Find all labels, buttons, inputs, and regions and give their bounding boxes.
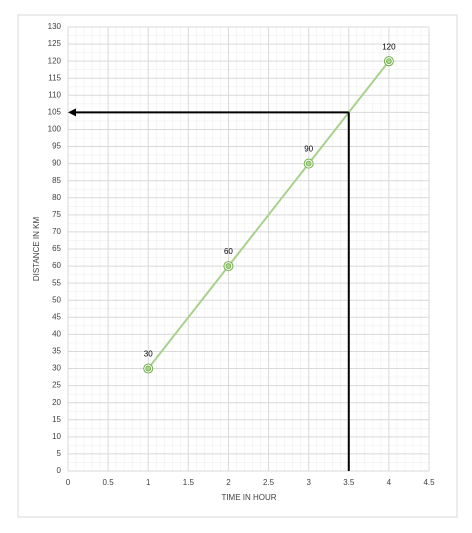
y-tick-label: 85 [52, 176, 61, 185]
y-tick-label: 50 [52, 295, 61, 304]
y-axis-label: DISTANCE IN KM [32, 217, 41, 282]
x-tick-label: 0.5 [103, 478, 115, 487]
grid [67, 26, 430, 472]
marker-core [225, 263, 232, 269]
y-tick-label: 130 [48, 22, 62, 31]
x-tick-label: 3 [306, 478, 311, 487]
y-tick-label: 35 [52, 347, 61, 356]
x-tick-label: 4.5 [423, 478, 435, 487]
y-tick-label: 0 [57, 466, 62, 475]
y-tick-label: 15 [52, 415, 61, 424]
data-label: 120 [382, 42, 396, 51]
x-tick-label: 4 [387, 478, 392, 487]
y-tick-label: 100 [48, 125, 62, 134]
marker-core [385, 58, 392, 65]
y-tick-label: 80 [52, 193, 61, 202]
y-tick-label: 95 [52, 142, 61, 151]
y-tick-label: 20 [52, 398, 61, 407]
y-tick-label: 45 [52, 312, 61, 321]
series-line [147, 60, 390, 370]
y-tick-label: 75 [52, 210, 61, 219]
y-tick-label: 70 [52, 227, 61, 236]
x-tick-label: 2 [226, 478, 231, 487]
y-tick-label: 40 [52, 329, 61, 338]
x-tick-label: 1 [146, 478, 151, 487]
data-label: 90 [304, 145, 313, 154]
y-tick-label: 65 [52, 244, 61, 253]
arrow-head [68, 108, 76, 117]
y-tick-label: 30 [52, 364, 61, 373]
y-tick-label: 60 [52, 261, 61, 270]
data-label: 30 [144, 350, 153, 359]
y-tick-label: 125 [48, 39, 62, 48]
y-tick-label: 120 [48, 56, 62, 65]
data-label: 60 [224, 247, 233, 256]
y-tick-label: 105 [48, 107, 62, 116]
y-tick-label: 25 [52, 381, 61, 390]
x-tick-label: 0 [66, 478, 71, 487]
y-tick-label: 55 [52, 278, 61, 287]
y-tick-label: 110 [48, 90, 61, 99]
x-tick-label: 3.5 [343, 478, 355, 487]
x-tick-label: 1.5 [183, 478, 195, 487]
marker-core [145, 365, 152, 372]
x-axis-label: TIME IN HOUR [221, 493, 276, 502]
marker-core [305, 160, 312, 167]
y-tick-label: 5 [57, 449, 62, 458]
y-tick-label: 90 [52, 159, 61, 168]
x-tick-label: 2.5 [263, 478, 275, 487]
y-tick-label: 115 [48, 73, 61, 82]
y-tick-label: 10 [52, 432, 61, 441]
